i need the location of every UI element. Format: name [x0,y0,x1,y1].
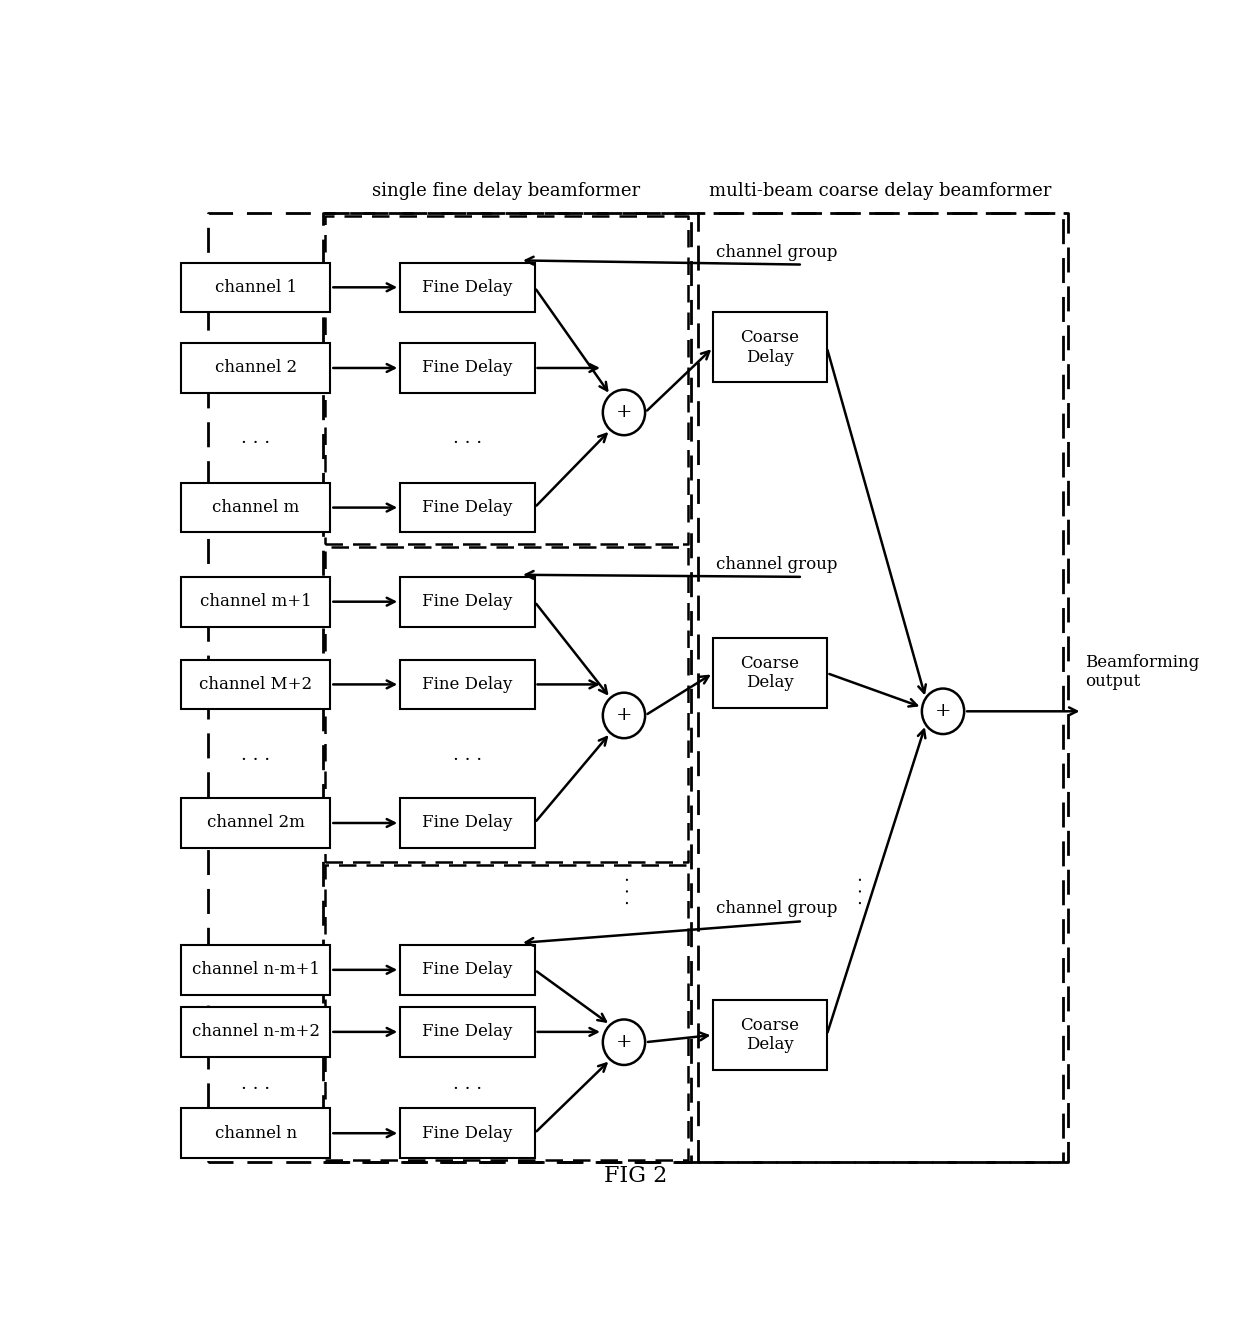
Text: Fine Delay: Fine Delay [422,360,512,376]
FancyBboxPatch shape [713,999,827,1070]
Text: Coarse
Delay: Coarse Delay [740,329,800,365]
Text: Beamforming
output: Beamforming output [1085,654,1199,690]
Text: Fine Delay: Fine Delay [422,1023,512,1041]
Text: channel 2m: channel 2m [207,814,305,831]
Text: . . .: . . . [242,430,270,447]
Text: channel n-m+2: channel n-m+2 [192,1023,320,1041]
Circle shape [603,1019,645,1065]
Text: +: + [935,702,951,720]
Text: Coarse
Delay: Coarse Delay [740,655,800,692]
Text: channel group: channel group [717,556,838,573]
FancyBboxPatch shape [401,659,534,709]
Text: channel M+2: channel M+2 [200,676,312,693]
Text: . . .: . . . [615,876,632,905]
FancyBboxPatch shape [401,945,534,995]
Text: channel group: channel group [717,243,838,261]
Circle shape [603,693,645,739]
Text: channel 2: channel 2 [215,360,296,376]
FancyBboxPatch shape [401,577,534,627]
Text: Fine Delay: Fine Delay [422,500,512,516]
FancyBboxPatch shape [401,482,534,532]
FancyBboxPatch shape [181,1007,330,1057]
Text: Coarse
Delay: Coarse Delay [740,1017,800,1053]
Text: . . .: . . . [453,1074,482,1093]
Text: . . .: . . . [847,876,866,905]
FancyBboxPatch shape [181,482,330,532]
Text: channel 1: channel 1 [215,279,296,295]
FancyBboxPatch shape [181,1108,330,1158]
Text: . . .: . . . [453,745,482,764]
FancyBboxPatch shape [713,312,827,383]
Text: single fine delay beamformer: single fine delay beamformer [372,183,640,200]
Text: Fine Delay: Fine Delay [422,1124,512,1142]
FancyBboxPatch shape [401,798,534,847]
FancyBboxPatch shape [181,262,330,312]
FancyBboxPatch shape [401,1108,534,1158]
FancyBboxPatch shape [181,798,330,847]
FancyBboxPatch shape [401,1007,534,1057]
FancyBboxPatch shape [713,638,827,708]
Text: FIG 2: FIG 2 [604,1164,667,1187]
FancyBboxPatch shape [401,262,534,312]
FancyBboxPatch shape [181,659,330,709]
Text: channel n-m+1: channel n-m+1 [192,962,320,978]
Text: channel n: channel n [215,1124,296,1142]
FancyBboxPatch shape [181,344,330,392]
Text: . . .: . . . [242,745,270,764]
Text: +: + [616,706,632,724]
Text: Fine Delay: Fine Delay [422,594,512,610]
Text: Fine Delay: Fine Delay [422,814,512,831]
Text: channel m+1: channel m+1 [200,594,311,610]
FancyBboxPatch shape [181,577,330,627]
Circle shape [921,689,965,735]
Text: . . .: . . . [453,430,482,447]
Text: multi-beam coarse delay beamformer: multi-beam coarse delay beamformer [709,183,1052,200]
Text: +: + [616,403,632,422]
Circle shape [603,389,645,435]
Text: Fine Delay: Fine Delay [422,962,512,978]
Text: Fine Delay: Fine Delay [422,676,512,693]
FancyBboxPatch shape [401,344,534,392]
Text: Fine Delay: Fine Delay [422,279,512,295]
Text: channel m: channel m [212,500,300,516]
Text: +: + [616,1033,632,1052]
FancyBboxPatch shape [181,945,330,995]
Text: channel group: channel group [717,900,838,917]
Text: . . .: . . . [242,1074,270,1093]
